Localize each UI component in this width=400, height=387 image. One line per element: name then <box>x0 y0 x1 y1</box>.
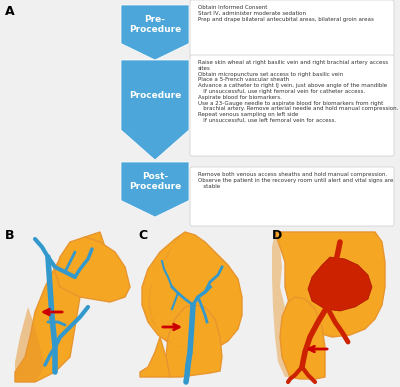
Text: D: D <box>272 229 282 242</box>
Polygon shape <box>280 297 325 379</box>
Polygon shape <box>140 337 170 377</box>
Text: B: B <box>5 229 14 242</box>
Text: Procedure: Procedure <box>129 91 181 99</box>
Polygon shape <box>272 232 290 377</box>
Polygon shape <box>308 257 372 311</box>
Text: C: C <box>138 229 147 242</box>
Polygon shape <box>148 232 185 349</box>
Polygon shape <box>142 232 242 351</box>
FancyBboxPatch shape <box>190 55 394 156</box>
Polygon shape <box>121 5 189 60</box>
FancyBboxPatch shape <box>190 167 394 226</box>
Text: Remove both venous access sheaths and hold manual compression.
Observe the patie: Remove both venous access sheaths and ho… <box>198 172 393 188</box>
Polygon shape <box>121 60 189 160</box>
Polygon shape <box>275 232 385 337</box>
Polygon shape <box>15 307 45 382</box>
Polygon shape <box>15 232 105 382</box>
FancyBboxPatch shape <box>190 0 394 56</box>
Text: Obtain Informed Consent
Start IV, administer moderate sedation
Prep and drape bi: Obtain Informed Consent Start IV, admini… <box>198 5 374 22</box>
Text: Pre-
Procedure: Pre- Procedure <box>129 15 181 34</box>
Polygon shape <box>166 305 222 377</box>
Text: A: A <box>5 5 15 18</box>
Polygon shape <box>55 237 130 302</box>
Text: Raise skin wheal at right basilic vein and right brachial artery access sites
Ob: Raise skin wheal at right basilic vein a… <box>198 60 398 123</box>
Text: Post-
Procedure: Post- Procedure <box>129 171 181 191</box>
Polygon shape <box>121 162 189 217</box>
